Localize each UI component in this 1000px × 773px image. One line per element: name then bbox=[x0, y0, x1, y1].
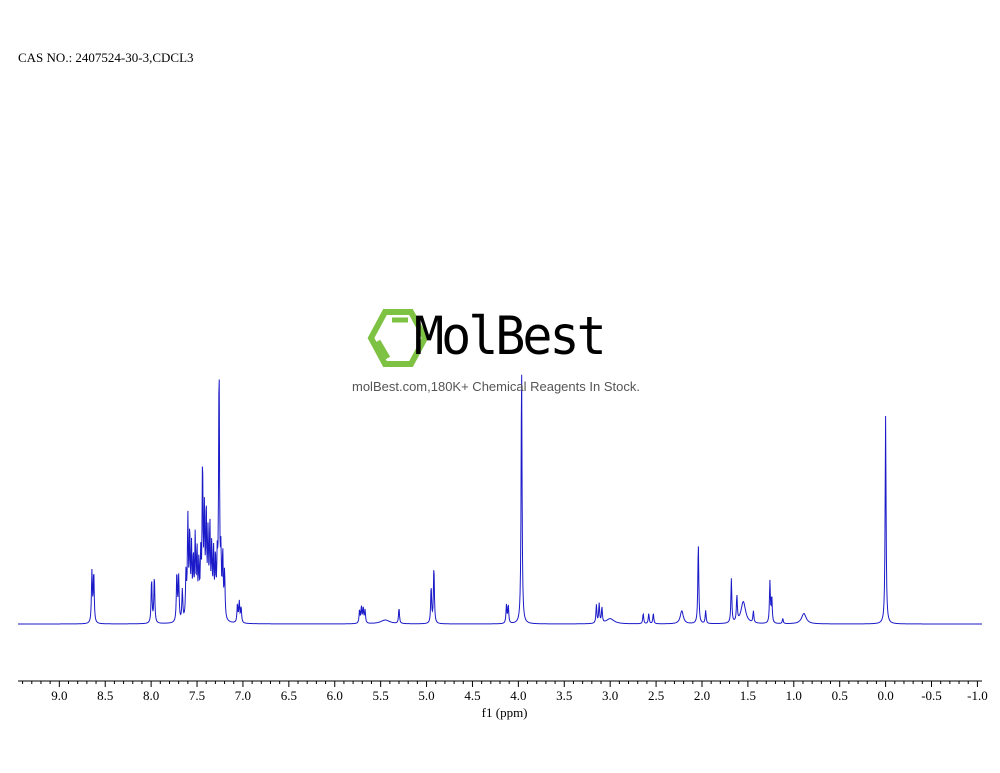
x-tick-label: 9.0 bbox=[51, 688, 67, 703]
brand-tagline: molBest.com,180K+ Chemical Reagents In S… bbox=[352, 379, 640, 394]
x-tick-label: 0.5 bbox=[832, 688, 848, 703]
brand-name: MolBest bbox=[414, 305, 607, 367]
x-tick-label: 2.5 bbox=[648, 688, 664, 703]
x-axis-title: f1 (ppm) bbox=[482, 705, 528, 720]
x-tick-label: 5.0 bbox=[418, 688, 434, 703]
spectrum-trace bbox=[18, 374, 982, 625]
x-tick-label: 8.0 bbox=[143, 688, 159, 703]
x-tick-label: 3.5 bbox=[556, 688, 572, 703]
x-tick-label: 6.5 bbox=[281, 688, 297, 703]
x-tick-label: 4.0 bbox=[510, 688, 526, 703]
x-tick-label: 3.0 bbox=[602, 688, 618, 703]
x-axis: 9.0 8.5 8.0 7.5 7.0 6.5 6.0 5.5 5.0 4.5 4.0 3.5 3.0 2… bbox=[18, 680, 988, 703]
x-tick-label: -1.0 bbox=[967, 688, 988, 703]
x-tick-label: 7.5 bbox=[189, 688, 205, 703]
x-tick-label: 8.5 bbox=[97, 688, 113, 703]
x-tick-label: 4.5 bbox=[464, 688, 480, 703]
sample-title: CAS NO.: 2407524-30-3,CDCL3 bbox=[18, 50, 194, 65]
x-tick-label: 2.0 bbox=[694, 688, 710, 703]
molbest-logo-icon bbox=[367, 309, 429, 367]
x-tick-label: -0.5 bbox=[921, 688, 942, 703]
x-tick-label: 1.5 bbox=[740, 688, 756, 703]
x-tick-label: 1.0 bbox=[786, 688, 802, 703]
x-tick-label: 7.0 bbox=[235, 688, 251, 703]
x-tick-label: 5.5 bbox=[373, 688, 389, 703]
x-tick-label: 6.0 bbox=[327, 688, 343, 703]
x-tick-label: 0.0 bbox=[877, 688, 893, 703]
